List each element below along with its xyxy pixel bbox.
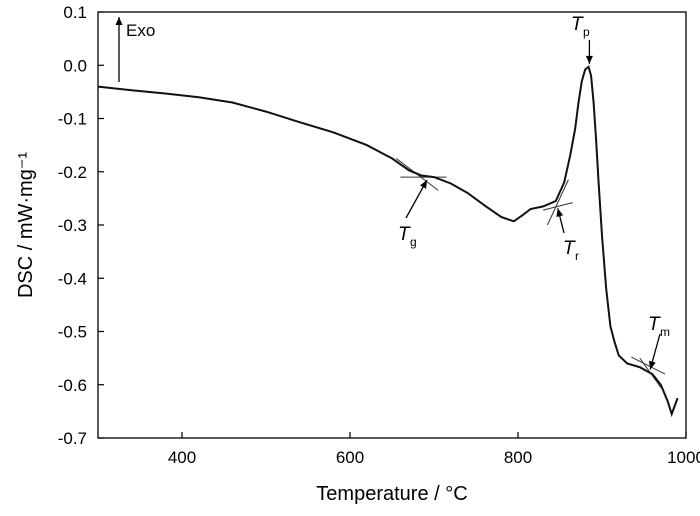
x-tick-label: 800 [504, 448, 532, 467]
tm-label: T [648, 314, 661, 335]
y-tick-label: -0.5 [58, 323, 87, 342]
x-tick-label: 1000 [667, 448, 700, 467]
tp-label: T [571, 14, 584, 35]
dsc-curve [97, 65, 679, 418]
y-axis-ticks: 0.1 0.0 -0.1 -0.2 -0.3 -0.4 -0.5 -0.6 -0.7 [58, 3, 104, 448]
tr-tangent-flat [543, 202, 573, 211]
tangent-lines [395, 158, 666, 388]
x-axis-title: Temperature / °C [316, 483, 467, 505]
tm-arrow-head [648, 360, 656, 370]
tg-arrow-head [420, 180, 427, 189]
tp-label-subscript: p [583, 25, 590, 39]
tr-tangent-slope [546, 179, 569, 226]
y-tick-label: -0.4 [58, 269, 87, 288]
plot-frame [97, 11, 687, 439]
y-tick-label: 0.0 [63, 56, 87, 75]
x-tick-label: 400 [168, 448, 196, 467]
exo-arrow-head [115, 17, 123, 25]
y-tick-label: -0.3 [58, 216, 87, 235]
exo-label: Exo [126, 21, 155, 40]
y-axis-title: DSC / mW·mg⁻¹ [15, 152, 37, 298]
x-axis-ticks: 400 600 800 1000 [168, 432, 700, 467]
y-tick-label: -0.2 [58, 163, 87, 182]
tm-tangent-1 [631, 356, 666, 375]
tm-label-subscript: m [660, 325, 670, 339]
tr-arrow-head [556, 208, 564, 217]
y-tick-label: -0.1 [58, 110, 87, 129]
y-tick-label: -0.6 [58, 376, 87, 395]
tg-label: T [398, 224, 411, 245]
x-tick-label: 600 [336, 448, 364, 467]
tr-label-subscript: r [575, 249, 579, 263]
tr-label: T [563, 238, 576, 259]
y-tick-label: -0.7 [58, 429, 87, 448]
y-tick-label: 0.1 [63, 3, 87, 22]
tp-arrow-head [585, 55, 593, 64]
tg-label-subscript: g [410, 235, 417, 249]
